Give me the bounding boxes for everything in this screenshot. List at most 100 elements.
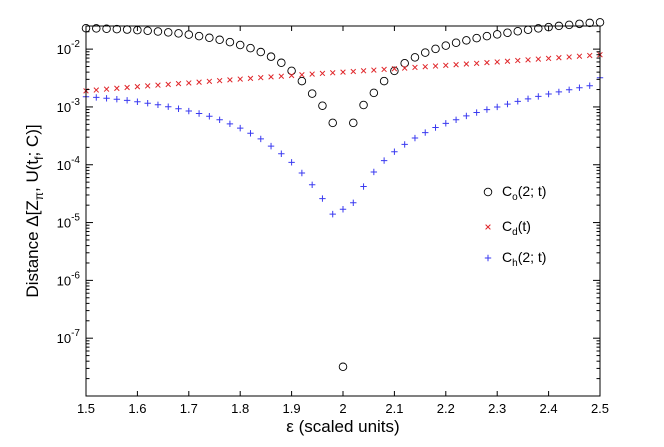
- data-point-x: [268, 74, 274, 80]
- data-point-x: [371, 67, 377, 73]
- x-axis-title: ε (scaled units): [286, 417, 399, 436]
- data-point-circle: [287, 66, 296, 76]
- x-tick-label: 1.5: [77, 401, 95, 416]
- data-point-circle: [575, 19, 584, 29]
- data-point-circle: [307, 89, 317, 98]
- data-point-x: [545, 55, 552, 62]
- data-point-x: [432, 63, 439, 69]
- data-point-circle: [390, 66, 399, 76]
- data-point-x: [134, 83, 141, 90]
- data-point-circle: [564, 20, 574, 30]
- data-point-x: [144, 83, 151, 89]
- x-tick-label: 2.1: [385, 401, 403, 416]
- data-point-plus: [463, 112, 470, 120]
- data-point-x: [340, 69, 346, 75]
- data-point-circle: [379, 76, 389, 86]
- data-point-circle: [318, 101, 327, 110]
- x-tick-label: 1.9: [283, 401, 301, 416]
- data-point-plus: [401, 141, 408, 148]
- data-point-circle: [215, 35, 224, 45]
- y-tick-label: 10-6: [57, 270, 81, 288]
- data-point-plus: [103, 95, 110, 102]
- data-point-plus: [545, 90, 552, 98]
- series-plus: [82, 74, 604, 218]
- legend-marker-circle: [483, 187, 493, 197]
- data-point-x: [576, 53, 583, 59]
- data-point-plus: [576, 84, 583, 91]
- data-point-plus: [555, 88, 563, 96]
- data-point-x: [412, 64, 418, 71]
- data-point-circle: [246, 43, 255, 53]
- data-point-circle: [420, 48, 430, 57]
- data-point-x: [319, 70, 326, 77]
- data-point-x: [422, 63, 428, 70]
- data-point-x: [175, 80, 182, 87]
- y-tick-label: 10-4: [57, 155, 81, 173]
- x-tick-label: 2: [339, 401, 346, 416]
- data-point-x: [515, 57, 521, 64]
- data-point-x: [401, 65, 408, 71]
- legend-label: Co(2; t): [502, 183, 546, 203]
- legend-label: Cd(t): [502, 218, 531, 238]
- data-point-plus: [411, 134, 419, 142]
- data-point-plus: [473, 109, 480, 116]
- data-point-plus: [535, 93, 542, 100]
- data-point-x: [165, 81, 171, 88]
- data-point-x: [114, 85, 120, 92]
- data-point-plus: [380, 157, 388, 164]
- data-point-plus: [154, 101, 162, 108]
- plot-frame: [85, 25, 601, 397]
- data-point-plus: [442, 120, 449, 127]
- data-point-plus: [391, 148, 398, 155]
- data-point-x: [155, 82, 161, 88]
- y-tick-label: 10-2: [57, 39, 81, 57]
- data-point-plus: [339, 206, 347, 213]
- data-point-plus: [360, 183, 367, 190]
- x-tick-label: 2.4: [540, 401, 558, 416]
- data-point-circle: [143, 26, 152, 35]
- data-point-circle: [513, 26, 523, 36]
- series-circle: [81, 18, 605, 372]
- data-point-plus: [514, 98, 521, 105]
- data-point-x: [350, 68, 357, 75]
- series-x: [83, 51, 603, 94]
- y-axis-title-sub-2: f: [32, 156, 46, 160]
- data-point-x: [360, 68, 367, 74]
- data-point-x: [453, 61, 459, 68]
- data-point-circle: [297, 76, 307, 86]
- data-point-x: [216, 77, 223, 84]
- data-point-x: [258, 74, 264, 81]
- y-tick-label: 10-5: [57, 213, 81, 231]
- data-point-circle: [359, 100, 368, 110]
- data-point-x: [288, 72, 295, 79]
- data-point-x: [247, 75, 254, 82]
- data-point-x: [124, 84, 130, 91]
- data-point-x: [463, 61, 470, 67]
- x-tick-label: 2.5: [591, 401, 609, 416]
- data-point-x: [535, 56, 542, 62]
- data-point-x: [443, 62, 449, 69]
- data-point-circle: [194, 31, 204, 41]
- data-point-circle: [472, 33, 481, 43]
- x-tick-label: 1.7: [180, 401, 198, 416]
- data-point-x: [494, 59, 500, 65]
- y-axis-title-part-2: , U(t: [23, 160, 42, 192]
- data-point-circle: [205, 33, 214, 43]
- data-point-plus: [432, 124, 439, 131]
- data-point-circle: [369, 88, 379, 98]
- data-point-x: [278, 73, 285, 79]
- data-point-circle: [338, 362, 348, 372]
- data-marks: [81, 18, 605, 372]
- data-point-x: [504, 58, 511, 65]
- legend-label: Ch(2; t): [502, 249, 546, 269]
- data-point-plus: [195, 110, 203, 117]
- data-point-circle: [225, 37, 235, 47]
- data-point-circle: [163, 28, 173, 37]
- data-point-x: [586, 52, 593, 59]
- data-point-plus: [452, 116, 460, 123]
- data-point-x: [299, 72, 305, 78]
- data-point-x: [309, 71, 315, 77]
- data-point-plus: [524, 95, 532, 103]
